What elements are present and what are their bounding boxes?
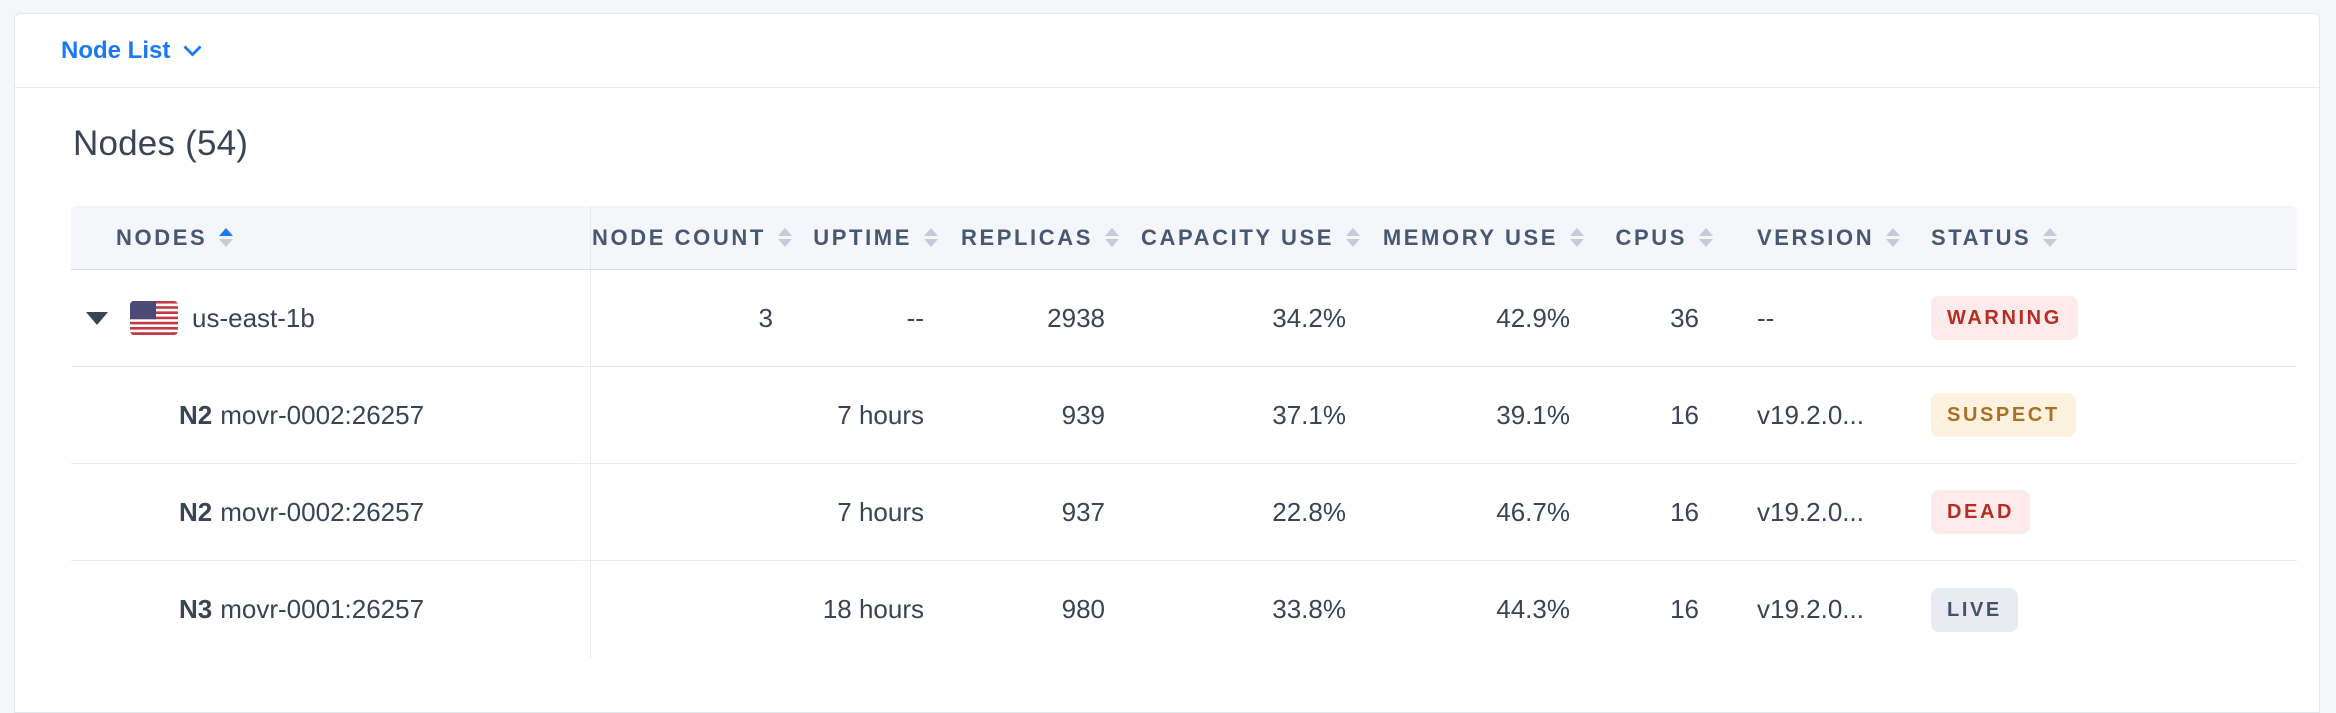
cell-replicas: 2938 bbox=[950, 270, 1131, 367]
cell-memory-use: 46.7% bbox=[1372, 464, 1596, 561]
column-label: UPTIME bbox=[813, 224, 912, 250]
status-badge: LIVE bbox=[1931, 587, 2018, 632]
column-header-cpus[interactable]: CPUS bbox=[1596, 206, 1725, 270]
sort-icon bbox=[777, 228, 792, 247]
region-name: us-east-1b bbox=[192, 302, 315, 333]
column-header-memory-use[interactable]: MEMORY USE bbox=[1372, 206, 1596, 270]
column-header-nodes[interactable]: NODES bbox=[71, 206, 591, 270]
cell-node-count bbox=[591, 367, 799, 464]
column-label: MEMORY USE bbox=[1382, 224, 1558, 250]
sort-icon bbox=[219, 228, 234, 247]
cell-replicas: 980 bbox=[1061, 594, 1105, 624]
cell-cpus: 16 bbox=[1596, 367, 1725, 464]
cell-uptime: 7 hours bbox=[799, 464, 950, 561]
sort-icon bbox=[1570, 228, 1584, 247]
sort-icon bbox=[1699, 228, 1713, 247]
node-address: movr-0002:26257 bbox=[220, 399, 425, 430]
cell-capacity-use: 22.8% bbox=[1131, 464, 1372, 561]
column-label: CPUS bbox=[1615, 224, 1687, 250]
table-row-region[interactable]: us-east-1b 3 -- 2938 34.2% 42.9% 36 -- W… bbox=[71, 270, 2297, 367]
cell-uptime: -- bbox=[799, 270, 950, 367]
sort-icon bbox=[1346, 228, 1360, 247]
sort-icon bbox=[2043, 228, 2058, 247]
node-id: N2 bbox=[179, 399, 213, 430]
node-list-card: Node List Nodes (54) NODES bbox=[14, 13, 2320, 713]
cell-replicas: 939 bbox=[950, 367, 1131, 464]
column-header-uptime[interactable]: UPTIME bbox=[799, 206, 950, 270]
collapse-region-icon[interactable] bbox=[86, 311, 108, 325]
view-selector-label: Node List bbox=[61, 36, 171, 64]
cell-cpus: 16 bbox=[1670, 594, 1699, 624]
cell-node-count bbox=[591, 561, 799, 658]
cell-version: v19.2.0... bbox=[1757, 594, 1864, 624]
table-row-node[interactable]: N2 movr-0002:26257 7 hours 937 22.8% 46.7… bbox=[71, 464, 2297, 561]
cell-replicas: 937 bbox=[950, 464, 1131, 561]
sort-icon bbox=[924, 228, 938, 247]
column-label: NODES bbox=[116, 224, 208, 250]
status-badge: DEAD bbox=[1931, 490, 2031, 534]
node-address: movr-0002:26257 bbox=[220, 496, 425, 527]
cell-uptime: 7 hours bbox=[799, 367, 950, 464]
node-id: N2 bbox=[179, 496, 213, 527]
table-header-row: NODES NODE COUNT UPTIME bbox=[71, 206, 2297, 270]
node-address: movr-0001:26257 bbox=[220, 594, 425, 624]
table-row-node[interactable]: N2 movr-0002:26257 7 hours 939 37.1% 39.1… bbox=[71, 367, 2297, 464]
cell-node-count bbox=[591, 464, 799, 561]
chevron-down-icon bbox=[183, 37, 203, 57]
column-header-replicas[interactable]: REPLICAS bbox=[950, 206, 1131, 270]
column-header-capacity-use[interactable]: CAPACITY USE bbox=[1131, 206, 1372, 270]
cell-cpus: 16 bbox=[1596, 464, 1725, 561]
table-row-node[interactable]: N3 movr-0001:26257 18 hours 980 33.8% 44.… bbox=[71, 561, 2297, 658]
cell-memory-use: 42.9% bbox=[1372, 270, 1596, 367]
sort-icon bbox=[1886, 228, 1901, 247]
cell-memory-use: 39.1% bbox=[1372, 367, 1596, 464]
cell-capacity-use: 34.2% bbox=[1131, 270, 1372, 367]
column-label: CAPACITY USE bbox=[1141, 224, 1334, 250]
status-badge: SUSPECT bbox=[1931, 393, 2076, 437]
cell-version: -- bbox=[1725, 270, 1893, 367]
column-label: VERSION bbox=[1757, 224, 1875, 250]
nodes-content: Nodes (54) NODES NODE bbox=[15, 88, 2319, 658]
column-header-status[interactable]: STATUS bbox=[1893, 206, 2297, 270]
column-header-node-count[interactable]: NODE COUNT bbox=[591, 206, 799, 270]
view-toolbar: Node List bbox=[15, 14, 2319, 88]
cell-version: v19.2.0... bbox=[1725, 464, 1893, 561]
status-badge: WARNING bbox=[1931, 296, 2078, 340]
cell-capacity-use: 37.1% bbox=[1131, 367, 1372, 464]
cell-cpus: 36 bbox=[1596, 270, 1725, 367]
column-label: NODE COUNT bbox=[592, 224, 766, 250]
view-selector-dropdown[interactable]: Node List bbox=[61, 36, 203, 65]
page-title: Nodes (54) bbox=[73, 124, 249, 163]
cell-memory-use: 44.3% bbox=[1496, 594, 1570, 624]
cell-capacity-use: 33.8% bbox=[1272, 594, 1346, 624]
cell-version: v19.2.0... bbox=[1725, 367, 1893, 464]
nodes-table: NODES NODE COUNT UPTIME bbox=[71, 206, 2297, 658]
column-label: STATUS bbox=[1931, 224, 2032, 250]
node-id: N3 bbox=[179, 594, 213, 624]
column-header-version[interactable]: VERSION bbox=[1725, 206, 1901, 270]
cell-node-count: 3 bbox=[591, 270, 799, 367]
cell-uptime: 18 hours bbox=[822, 594, 924, 624]
column-label: REPLICAS bbox=[960, 224, 1093, 250]
us-flag-icon bbox=[130, 301, 178, 335]
sort-icon bbox=[1105, 228, 1119, 247]
